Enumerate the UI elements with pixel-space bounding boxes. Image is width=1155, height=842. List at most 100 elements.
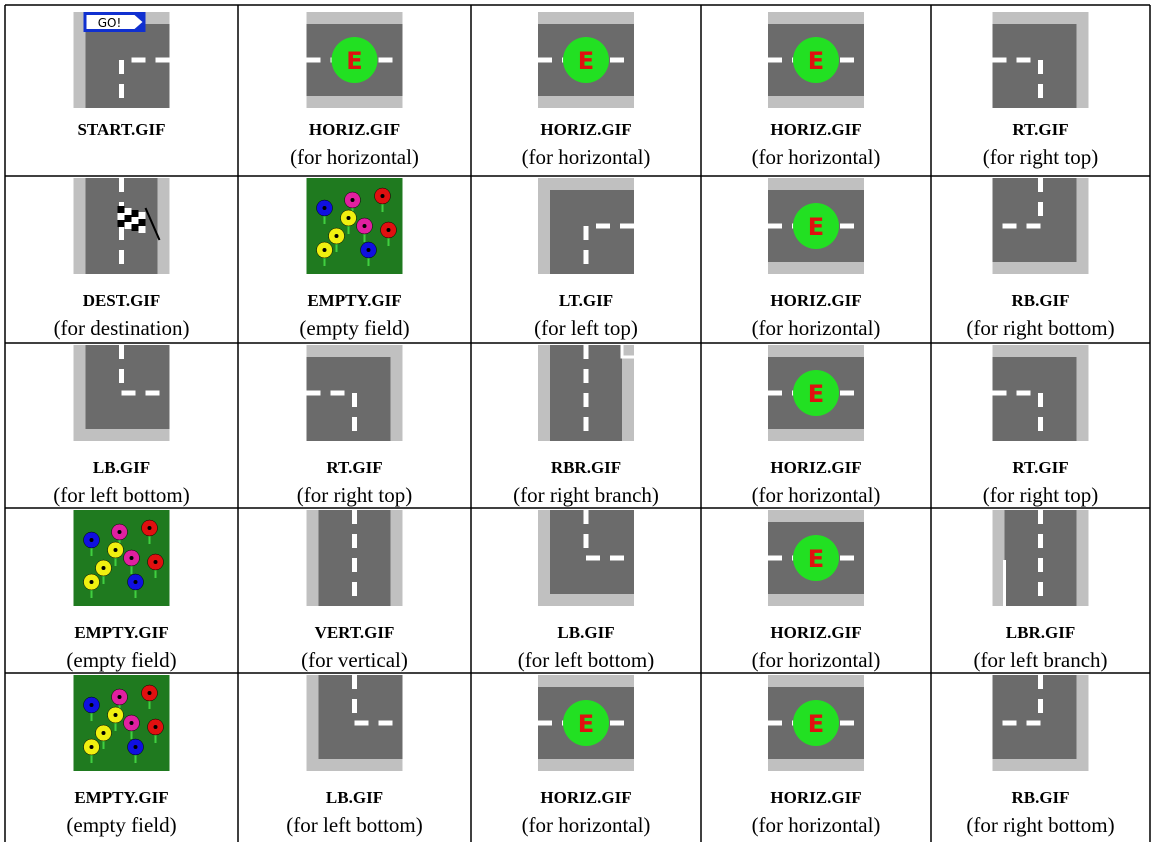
file-name: VERT.GIF bbox=[315, 623, 395, 642]
flower-center bbox=[113, 548, 118, 552]
go-sign-inner bbox=[86, 15, 135, 29]
file-name: LBR.GIF bbox=[1006, 623, 1075, 642]
flower-center bbox=[380, 194, 385, 198]
caption: (for horizontal) bbox=[752, 316, 881, 340]
file-name: LB.GIF bbox=[326, 788, 383, 807]
marker-letter: E bbox=[808, 545, 824, 573]
caption: (for left top) bbox=[534, 316, 638, 340]
file-name: HORIZ.GIF bbox=[770, 788, 861, 807]
tile-image bbox=[306, 675, 403, 771]
flower-center bbox=[101, 731, 106, 735]
file-name: HORIZ.GIF bbox=[309, 120, 400, 139]
file-name: START.GIF bbox=[77, 120, 165, 139]
file-name: EMPTY.GIF bbox=[307, 291, 401, 310]
caption: (for horizontal) bbox=[752, 648, 881, 672]
flag bbox=[117, 206, 125, 213]
flower-center bbox=[322, 206, 327, 210]
go-arrow bbox=[134, 15, 143, 29]
caption: (for right bottom) bbox=[966, 316, 1114, 340]
flower-center bbox=[147, 691, 152, 695]
flower-center bbox=[89, 538, 94, 542]
road bbox=[85, 345, 170, 429]
tile-image: GO! bbox=[73, 12, 170, 108]
flower-center bbox=[117, 695, 122, 699]
flag bbox=[138, 219, 146, 226]
flag bbox=[124, 222, 132, 229]
marker-circle bbox=[793, 370, 839, 416]
flower-center bbox=[89, 745, 94, 749]
flag bbox=[117, 220, 125, 227]
caption: (for right top) bbox=[983, 483, 1098, 507]
flag bbox=[138, 212, 146, 219]
file-name: RB.GIF bbox=[1011, 788, 1069, 807]
tile-image bbox=[992, 12, 1089, 108]
caption: (for horizontal) bbox=[290, 145, 419, 169]
caption: (for horizontal) bbox=[752, 813, 881, 837]
file-name: LB.GIF bbox=[557, 623, 614, 642]
file-name: LB.GIF bbox=[93, 458, 150, 477]
lane-marking bbox=[992, 178, 1043, 229]
caption: (for left bottom) bbox=[286, 813, 422, 837]
caption: (for vertical) bbox=[301, 648, 408, 672]
flower-center bbox=[153, 725, 158, 729]
road bbox=[85, 24, 170, 108]
flower-center bbox=[129, 556, 134, 560]
tile-image: E bbox=[538, 12, 634, 108]
flower-center bbox=[133, 745, 138, 749]
flower-center bbox=[362, 224, 367, 228]
marker-letter: E bbox=[808, 380, 824, 408]
tile-image: E bbox=[538, 675, 634, 771]
road bbox=[550, 190, 634, 274]
tile-image: E bbox=[306, 12, 403, 108]
marker-letter: E bbox=[808, 47, 824, 75]
flower-center bbox=[129, 721, 134, 725]
file-name: HORIZ.GIF bbox=[770, 291, 861, 310]
lane-marking bbox=[992, 675, 1043, 726]
file-name: LT.GIF bbox=[559, 291, 613, 310]
flower-center bbox=[89, 580, 94, 584]
flag bbox=[124, 208, 132, 215]
flower-center bbox=[334, 234, 339, 238]
file-name: RT.GIF bbox=[1012, 120, 1068, 139]
caption: (for right branch) bbox=[513, 483, 659, 507]
caption: (for horizontal) bbox=[752, 145, 881, 169]
file-name: HORIZ.GIF bbox=[540, 120, 631, 139]
lane-marking bbox=[583, 510, 634, 561]
marker-circle bbox=[563, 37, 609, 83]
tile-image: E bbox=[768, 675, 864, 771]
file-name: RT.GIF bbox=[326, 458, 382, 477]
caption: (for horizontal) bbox=[752, 483, 881, 507]
flower-center bbox=[350, 198, 355, 202]
flower-center bbox=[386, 228, 391, 232]
caption: (empty field) bbox=[66, 648, 176, 672]
flag bbox=[117, 213, 125, 220]
tile-image bbox=[992, 675, 1089, 771]
caption: (empty field) bbox=[66, 813, 176, 837]
file-name: HORIZ.GIF bbox=[770, 120, 861, 139]
caption: (for right bottom) bbox=[966, 813, 1114, 837]
flower-center bbox=[366, 248, 371, 252]
tile-image bbox=[992, 510, 1089, 606]
lane-marking bbox=[119, 57, 170, 108]
lane-marking bbox=[583, 223, 634, 274]
tile-image bbox=[73, 510, 170, 606]
tile-image bbox=[538, 178, 634, 274]
road bbox=[992, 675, 1077, 759]
marker-circle bbox=[563, 700, 609, 746]
flag bbox=[131, 210, 139, 217]
flag bbox=[124, 215, 132, 222]
marker-circle bbox=[793, 700, 839, 746]
caption: (for horizontal) bbox=[522, 813, 651, 837]
tile-image bbox=[992, 178, 1089, 274]
file-name: RT.GIF bbox=[1012, 458, 1068, 477]
flower-center bbox=[113, 713, 118, 717]
go-text: GO! bbox=[98, 16, 122, 30]
marker-circle bbox=[793, 37, 839, 83]
caption: (for right top) bbox=[297, 483, 412, 507]
flower-center bbox=[117, 530, 122, 534]
tile-image bbox=[538, 345, 634, 441]
flag bbox=[131, 224, 139, 231]
file-name: HORIZ.GIF bbox=[770, 458, 861, 477]
tile-image bbox=[73, 675, 170, 771]
